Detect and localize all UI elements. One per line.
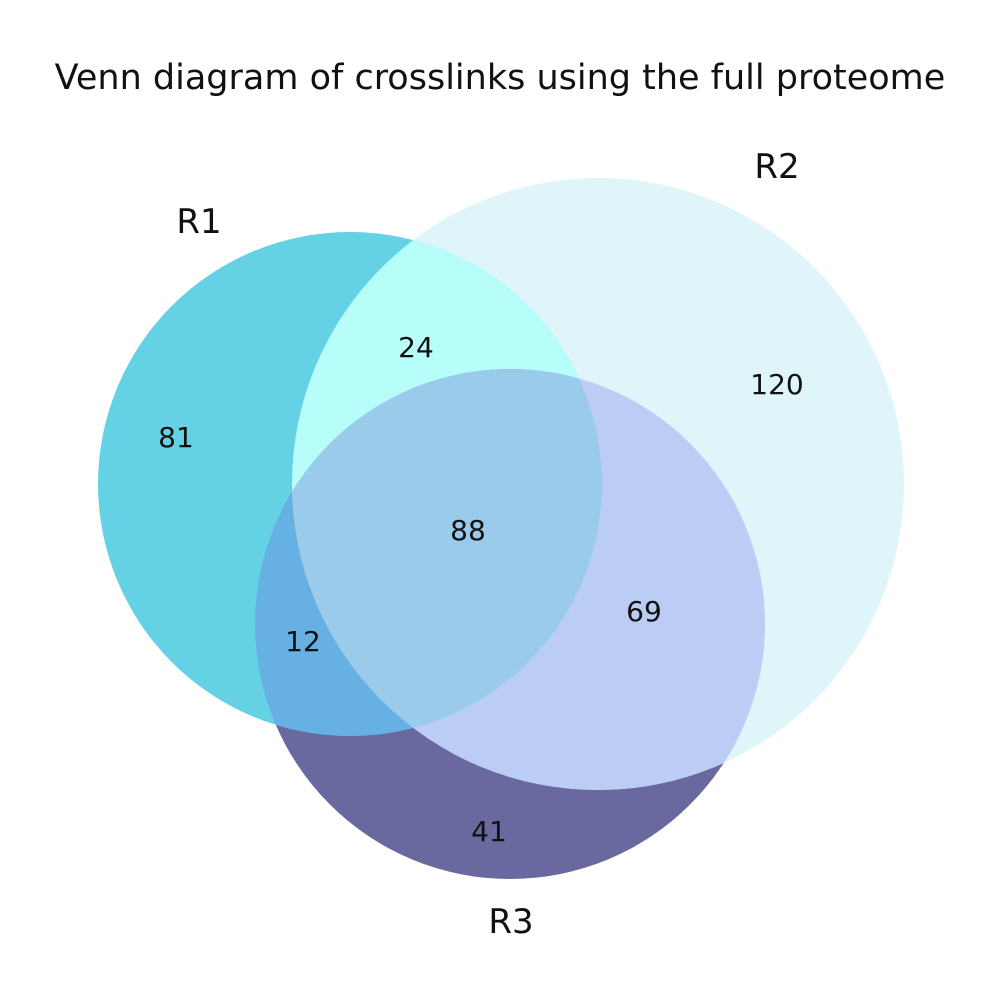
set-label-r1: R1 — [176, 202, 221, 242]
count-r2-only: 120 — [750, 368, 803, 401]
region-r1-r2-r3 — [292, 369, 602, 736]
count-r3-only: 41 — [471, 815, 507, 848]
count-r1-r2: 24 — [398, 331, 434, 364]
set-label-r2: R2 — [754, 147, 799, 187]
count-r1-r2-r3: 88 — [450, 514, 486, 547]
diagram-title: Venn diagram of crosslinks using the ful… — [54, 58, 946, 98]
count-r1-r3: 12 — [285, 625, 321, 658]
count-r1-only: 81 — [158, 421, 194, 454]
set-label-r3: R3 — [488, 902, 533, 942]
count-r2-r3: 69 — [626, 595, 662, 628]
